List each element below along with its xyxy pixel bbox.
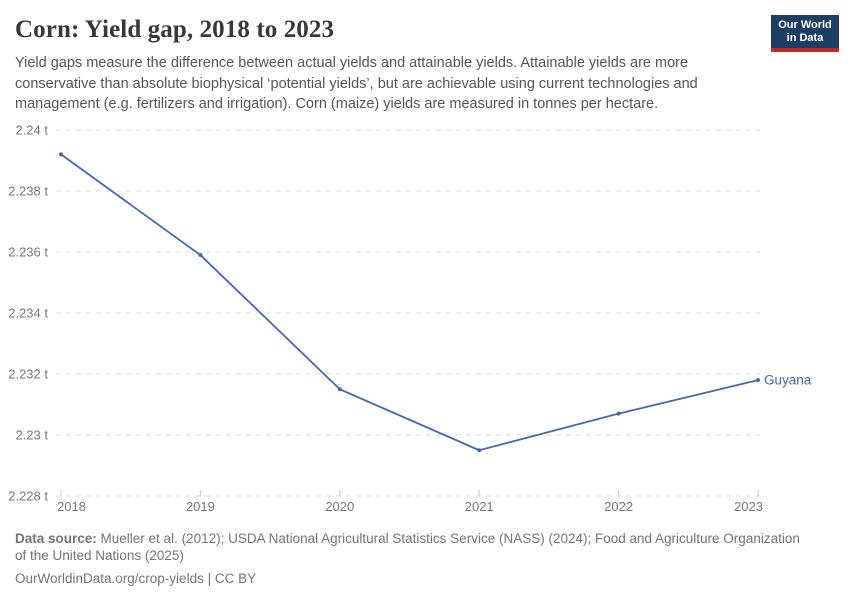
- license-line: OurWorldinData.org/crop-yields | CC BY: [15, 570, 257, 586]
- chart-footer: Data source: Mueller et al. (2012); USDA…: [15, 531, 809, 588]
- x-axis-tick-label: 2022: [604, 499, 633, 514]
- y-axis-tick-label: 2.236 t: [8, 245, 48, 260]
- data-source-line: Data source: Mueller et al. (2012); USDA…: [15, 531, 809, 565]
- data-point: [59, 152, 63, 157]
- data-point: [198, 253, 203, 258]
- data-point: [477, 448, 482, 453]
- data-source-label: Data source:: [15, 531, 97, 546]
- owid-logo-line1: Our World: [778, 19, 832, 31]
- x-axis-tick-label: 2018: [57, 499, 86, 514]
- data-point: [756, 378, 760, 383]
- y-axis-tick-label: 2.24 t: [15, 123, 48, 138]
- y-axis-tick-label: 2.228 t: [8, 489, 48, 504]
- owid-logo-line2: in Data: [786, 32, 824, 44]
- y-axis-tick-label: 2.23 t: [15, 428, 48, 443]
- y-axis-tick-label: 2.234 t: [8, 306, 48, 321]
- series-label: Guyana: [764, 373, 812, 388]
- chart-subtitle: Yield gaps measure the difference betwee…: [15, 55, 698, 113]
- page-title: Corn: Yield gap, 2018 to 2023: [15, 16, 335, 43]
- x-axis-tick-label: 2021: [465, 499, 494, 514]
- data-point: [616, 411, 621, 416]
- x-axis-tick-label: 2020: [325, 499, 354, 514]
- y-axis-tick-label: 2.232 t: [8, 367, 48, 382]
- owid-logo-box: Our World in Data: [771, 15, 839, 52]
- owid-logo: Our World in Data: [771, 15, 839, 52]
- x-axis-tick-label: 2019: [186, 499, 215, 514]
- data-point: [337, 387, 342, 392]
- data-line: [60, 153, 759, 452]
- y-axis-tick-label: 2.238 t: [8, 184, 48, 199]
- x-axis-tick-label: 2023: [734, 499, 763, 514]
- data-source-text: Mueller et al. (2012); USDA National Agr…: [15, 531, 800, 563]
